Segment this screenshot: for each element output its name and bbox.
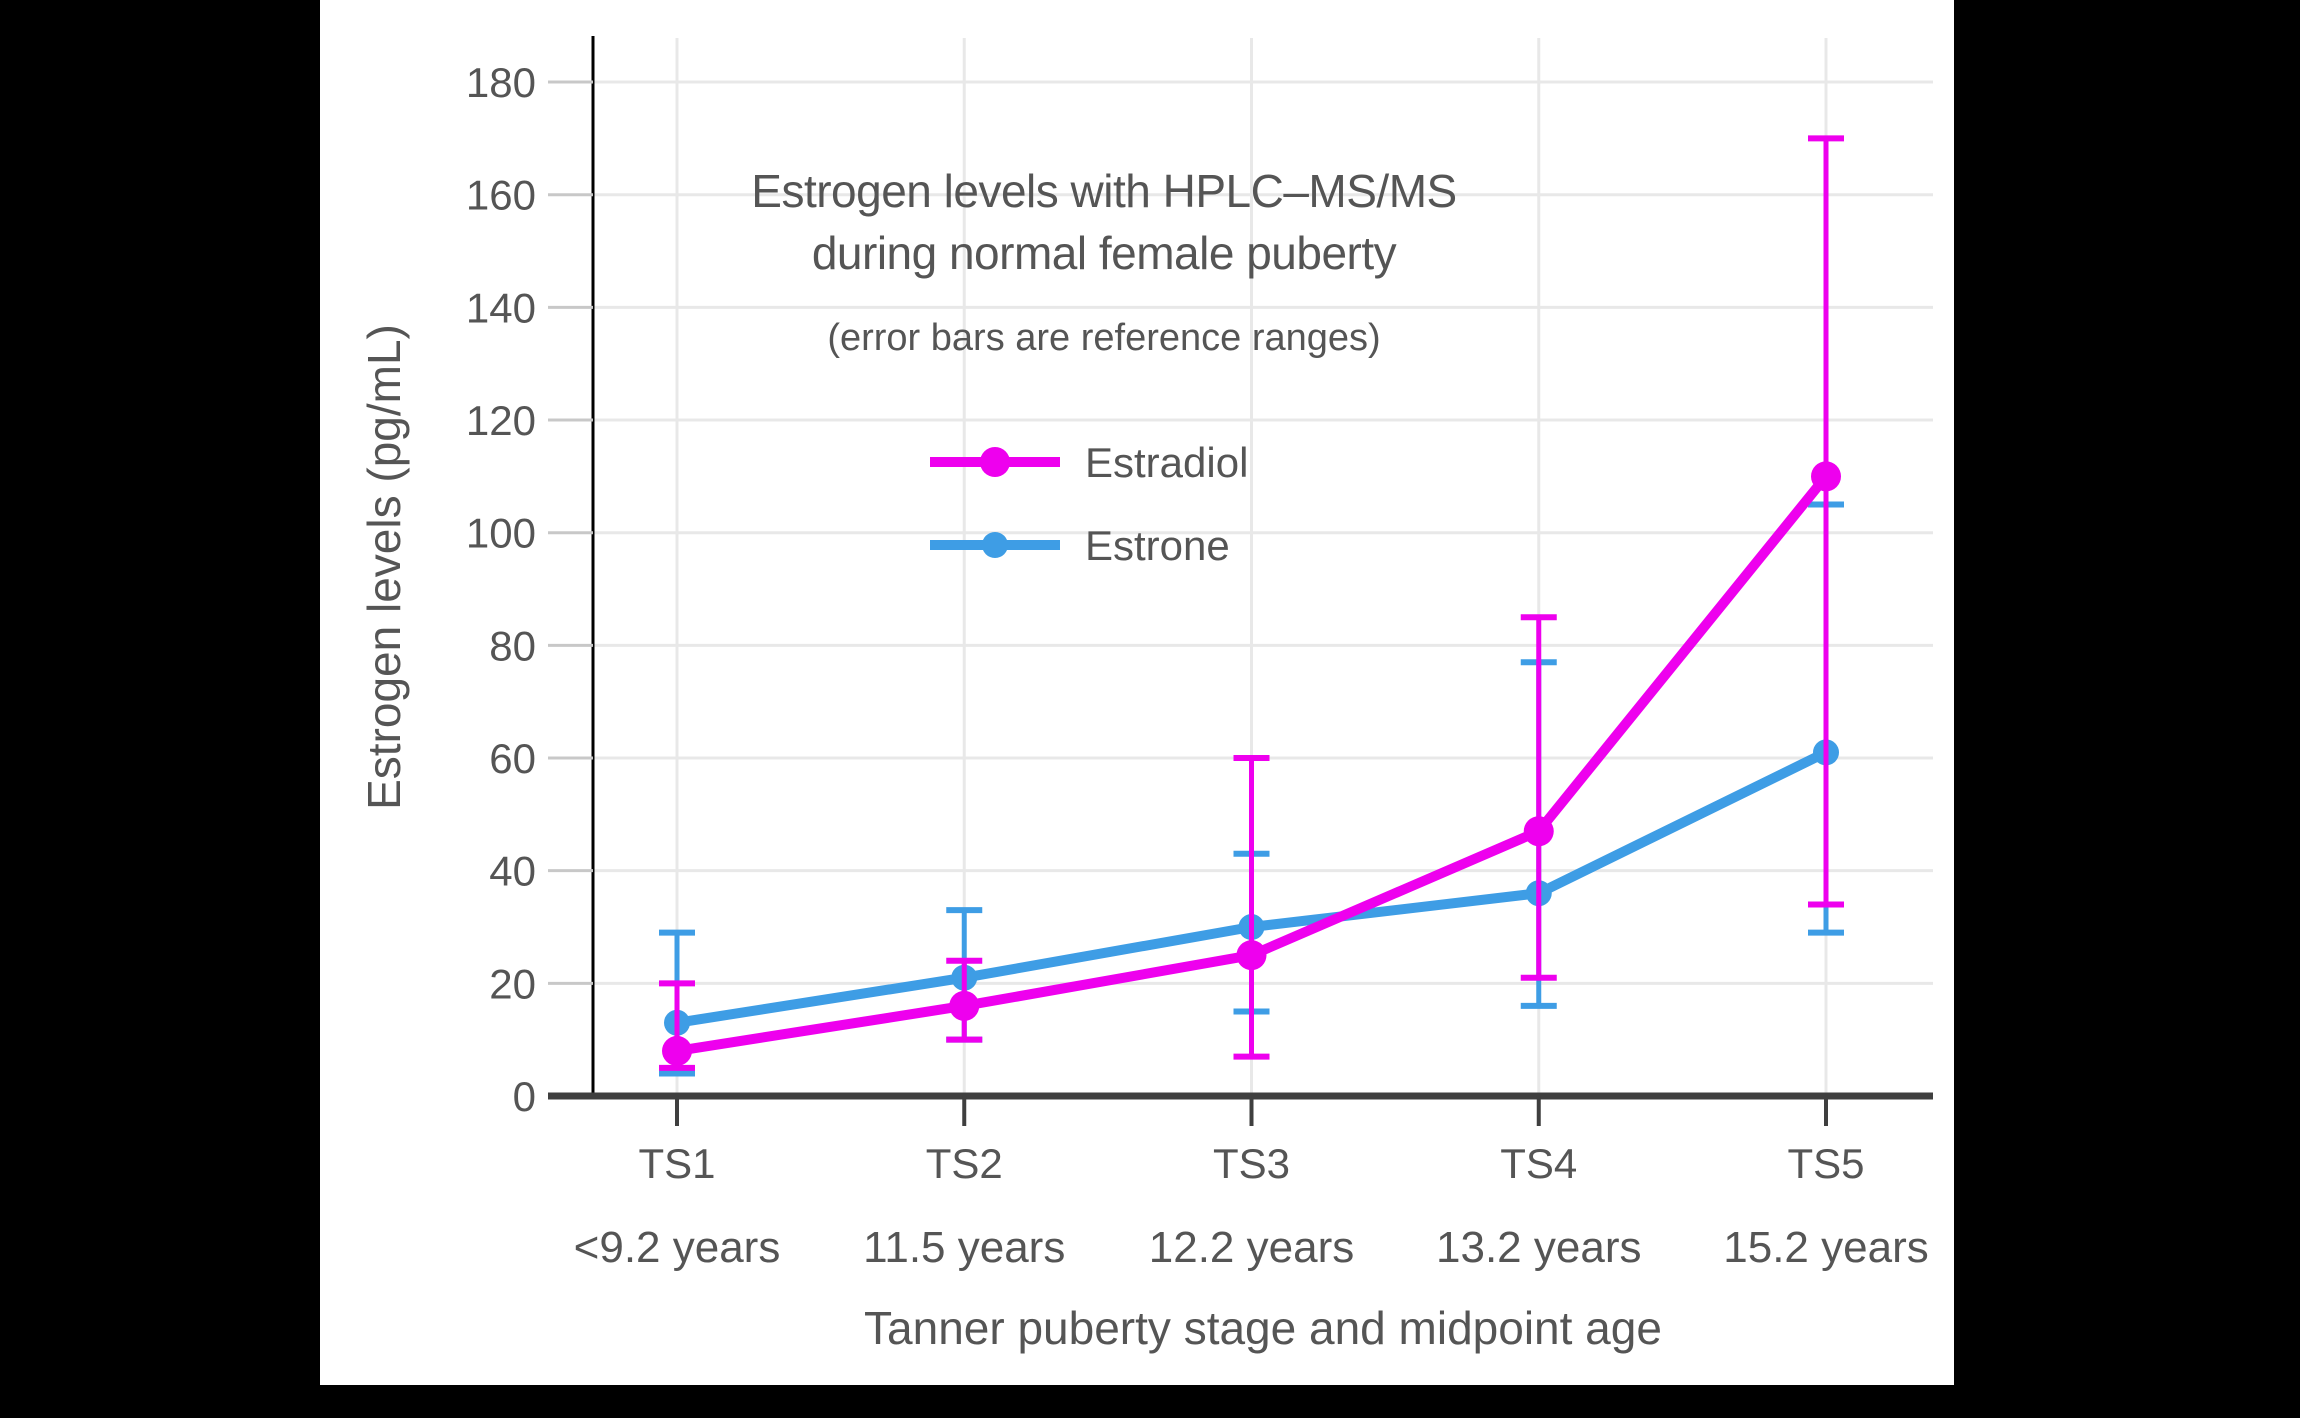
legend-dot-sample-estrone (982, 532, 1008, 558)
y-tick-label: 40 (489, 848, 536, 895)
data-point-estradiol-TS1 (662, 1035, 692, 1066)
y-tick-label: 0 (513, 1073, 536, 1120)
chart-title-line2: during normal female puberty (812, 227, 1397, 279)
error-bar-estradiol-TS5 (1808, 135, 1844, 908)
axis-layer (548, 36, 1933, 1126)
y-tick-label: 120 (466, 397, 536, 444)
tick-label-layer: 0 20 40 60 80 100 120 140 160 180 TS1 <9.2 years TS2… (466, 59, 1929, 1272)
y-tick-label: 160 (466, 172, 536, 219)
x-tick-age-label: 13.2 years (1436, 1223, 1641, 1272)
legend-item-estradiol: Estradiol (930, 439, 1248, 486)
legend-label-estradiol: Estradiol (1085, 439, 1248, 486)
grid-layer (593, 38, 1933, 1096)
y-tick-label: 20 (489, 960, 536, 1007)
y-tick-label: 80 (489, 622, 536, 669)
data-point-estradiol-TS2 (949, 990, 980, 1021)
legend-dot-sample-estradiol (980, 447, 1010, 477)
series-layer (659, 135, 1844, 1077)
x-tick-stage-label: TS3 (1213, 1140, 1290, 1187)
x-tick-age-label: 12.2 years (1149, 1223, 1354, 1272)
chart-subtitle: (error bars are reference ranges) (827, 317, 1380, 359)
x-tick-stage-label: TS5 (1787, 1140, 1864, 1187)
y-tick-label: 180 (466, 59, 536, 106)
error-bar-estradiol-TS4 (1520, 614, 1557, 981)
y-tick-label: 140 (466, 284, 536, 331)
x-tick-stage-label: TS4 (1500, 1140, 1577, 1187)
y-axis-title: Estrogen levels (pg/mL) (358, 324, 410, 810)
x-tick-age-label: 15.2 years (1723, 1223, 1928, 1272)
chart-title-line1: Estrogen levels with HPLC–MS/MS (751, 165, 1456, 217)
x-tick-stage-label: TS2 (926, 1140, 1003, 1187)
x-tick-age-label: <9.2 years (574, 1223, 781, 1272)
legend: Estradiol Estrone (930, 439, 1248, 569)
data-point-estradiol-TS3 (1236, 940, 1267, 971)
x-axis-title: Tanner puberty stage and midpoint age (864, 1302, 1662, 1354)
series-estradiol (659, 135, 1844, 1071)
y-tick-label: 60 (489, 735, 536, 782)
y-tick-label: 100 (466, 510, 536, 557)
legend-label-estrone: Estrone (1085, 522, 1230, 569)
legend-item-estrone: Estrone (930, 522, 1230, 569)
x-tick-stage-label: TS1 (638, 1140, 715, 1187)
x-tick-age-label: 11.5 years (863, 1223, 1065, 1272)
data-point-estradiol-TS5 (1811, 461, 1841, 492)
error-bar-estradiol-TS3 (1233, 755, 1270, 1060)
data-point-estradiol-TS4 (1523, 816, 1554, 847)
